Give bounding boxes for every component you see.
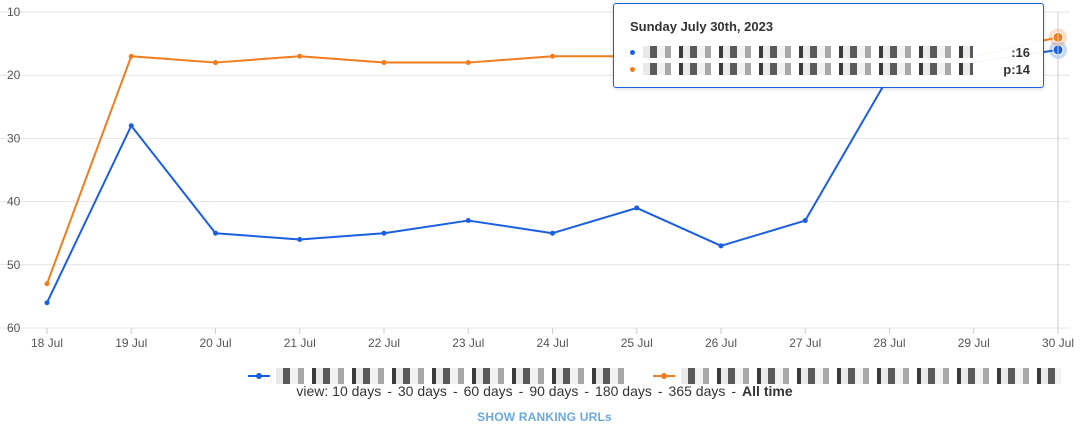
view-prefix-label: view: bbox=[296, 383, 329, 399]
redacted-series-name bbox=[276, 368, 628, 384]
x-tick-label: 28 Jul bbox=[873, 336, 905, 350]
x-tick-label: 26 Jul bbox=[705, 336, 737, 350]
x-tick-label: 30 Jul bbox=[1042, 336, 1074, 350]
series-1-point[interactable] bbox=[44, 300, 50, 306]
series-1-point[interactable] bbox=[550, 230, 555, 236]
series-1-point[interactable] bbox=[128, 123, 134, 129]
view-separator: - bbox=[518, 383, 524, 399]
tooltip-title: Sunday July 30th, 2023 bbox=[630, 19, 774, 34]
y-tick-label: 60 bbox=[7, 321, 21, 335]
series-1-point[interactable] bbox=[465, 218, 471, 224]
x-tick-label: 24 Jul bbox=[536, 336, 568, 350]
x-tick-label: 27 Jul bbox=[789, 336, 821, 350]
x-tick-label: 22 Jul bbox=[368, 336, 400, 350]
view-option-180-days[interactable]: 180 days bbox=[595, 383, 652, 399]
view-option-10-days[interactable]: 10 days bbox=[332, 383, 382, 399]
tooltip-row-series-2: p:14 bbox=[630, 61, 1030, 77]
view-option-365-days[interactable]: 365 days bbox=[668, 383, 726, 399]
redacted-tooltip-label bbox=[643, 63, 973, 75]
x-tick-label: 23 Jul bbox=[452, 336, 484, 350]
tooltip-value: p:14 bbox=[1003, 61, 1030, 77]
view-separator: - bbox=[387, 383, 392, 399]
y-tick-label: 20 bbox=[7, 68, 21, 82]
tooltip-value: :16 bbox=[1011, 44, 1030, 60]
x-tick-label: 20 Jul bbox=[199, 336, 231, 350]
view-separator: - bbox=[657, 383, 663, 399]
tooltip-dot-orange bbox=[630, 66, 635, 72]
series-1-point[interactable] bbox=[718, 243, 724, 249]
view-options: 10 days -30 days -60 days -90 days -180 days… bbox=[332, 383, 792, 399]
x-tick-label: 21 Jul bbox=[284, 336, 316, 350]
view-separator: - bbox=[452, 383, 458, 399]
view-option-all-time[interactable]: All time bbox=[742, 383, 793, 399]
legend-swatch-orange bbox=[653, 371, 675, 381]
view-separator: - bbox=[731, 383, 737, 399]
legend-item-series-1[interactable] bbox=[248, 366, 628, 386]
x-tick-label: 25 Jul bbox=[621, 336, 653, 350]
redacted-series-name bbox=[681, 368, 1061, 384]
series-2-point[interactable] bbox=[128, 53, 134, 59]
tooltip-row-series-1: :16 bbox=[630, 44, 1030, 60]
series-2-point[interactable] bbox=[550, 53, 555, 59]
y-tick-label: 50 bbox=[7, 258, 21, 272]
x-tick-label: 18 Jul bbox=[31, 336, 63, 350]
tooltip-dot-blue bbox=[630, 49, 635, 55]
series-1-point[interactable] bbox=[634, 205, 640, 211]
series-1-point[interactable] bbox=[213, 230, 218, 236]
y-axis: 10 20 30 40 50 60 bbox=[7, 5, 21, 335]
series-2-point[interactable] bbox=[297, 53, 303, 59]
series-1-point[interactable] bbox=[381, 230, 387, 236]
series-2-point[interactable] bbox=[465, 60, 471, 66]
chart-tooltip: Sunday July 30th, 2023 :16 p:14 bbox=[613, 3, 1044, 88]
x-tick-label: 19 Jul bbox=[115, 336, 147, 350]
y-tick-label: 40 bbox=[7, 195, 21, 209]
view-option-60-days[interactable]: 60 days bbox=[463, 383, 513, 399]
series-2-point[interactable] bbox=[44, 281, 50, 287]
view-option-90-days[interactable]: 90 days bbox=[529, 383, 579, 399]
x-tick-label: 29 Jul bbox=[958, 336, 990, 350]
y-tick-label: 10 bbox=[7, 5, 21, 19]
legend-swatch-blue bbox=[248, 371, 270, 381]
show-ranking-urls-link[interactable]: SHOW RANKING URLs bbox=[477, 410, 612, 424]
y-tick-label: 30 bbox=[7, 131, 21, 145]
chart-legend bbox=[248, 366, 1078, 386]
x-axis: 18 Jul 19 Jul 20 Jul 21 Jul 22 Jul 23 Jul 24 J… bbox=[31, 328, 1074, 350]
series-2-point[interactable] bbox=[381, 60, 387, 66]
legend-item-series-2[interactable] bbox=[653, 366, 1061, 386]
ranking-line-chart: 18 Jul 19 Jul 20 Jul 21 Jul 22 Jul 23 Jul 24 J… bbox=[0, 5, 1074, 350]
series-1-point[interactable] bbox=[802, 218, 808, 224]
redacted-tooltip-label bbox=[643, 46, 973, 58]
series-1-point[interactable] bbox=[297, 237, 303, 243]
series-2-point[interactable] bbox=[213, 60, 218, 66]
view-range-selector: view: 10 days -30 days -60 days -90 days -18… bbox=[0, 383, 1089, 399]
view-option-30-days[interactable]: 30 days bbox=[397, 383, 447, 399]
view-separator: - bbox=[584, 383, 590, 399]
